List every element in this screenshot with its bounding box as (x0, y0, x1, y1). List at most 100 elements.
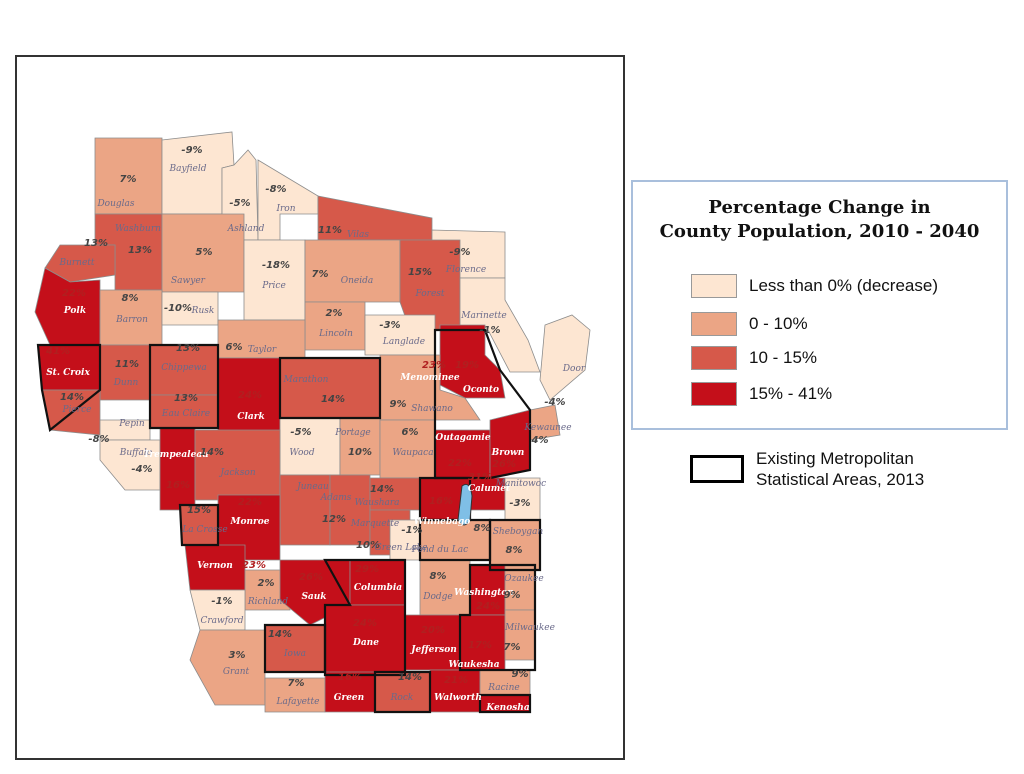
county-value-label: 5% (196, 247, 213, 258)
county-value-label: 21% (444, 675, 468, 686)
county-name-label: Kenosha (485, 703, 530, 713)
county-name-label: Dane (352, 638, 379, 648)
county-value-label: 15% (187, 505, 211, 516)
county-name-label: Waushara (354, 498, 399, 508)
county-marathon (279, 357, 381, 419)
county-name-label: Pepin (118, 419, 145, 429)
county-value-label: 22% (62, 288, 86, 299)
county-value-label: 9% (390, 399, 407, 410)
county-price (243, 239, 306, 321)
county-value-label: -10% (164, 303, 192, 314)
county-name-label: Grant (223, 667, 250, 677)
county-value-label: -9% (181, 145, 202, 156)
msa-outline (458, 563, 537, 672)
county-name-label: Polk (63, 306, 86, 316)
county-burnett (44, 244, 116, 283)
county-value-label: 24% (353, 618, 377, 629)
msa-outline (323, 558, 407, 677)
county-name-label: Lincoln (318, 329, 353, 339)
msa-label-line1: Existing Metropolitan (756, 449, 914, 468)
county-value-label: 29% (355, 564, 379, 575)
county-value-label: -5% (290, 427, 311, 438)
county-name-label: Vilas (347, 230, 369, 240)
county-name-label: Langlade (382, 337, 425, 347)
county-value-label: 22% (448, 458, 472, 469)
county-value-label: 6% (226, 342, 243, 353)
county-value-label: 14% (60, 392, 84, 403)
county-name-label: Green Lake (375, 543, 428, 553)
county-name-label: Adams (320, 493, 352, 503)
county-name-label: Calumet (468, 484, 511, 494)
county-name-label: Iron (275, 204, 295, 214)
county-name-label: Washington (454, 588, 514, 598)
msa-label: Existing Metropolitan Statistical Areas,… (756, 448, 924, 490)
county-name-label: Lafayette (275, 697, 319, 707)
county-value-label: 20% (421, 625, 445, 636)
county-value-label: -8% (88, 434, 109, 445)
county-name-label: Eau Claire (161, 409, 210, 419)
county-value-label: 14% (370, 484, 394, 495)
county-value-label: 9% (504, 590, 521, 601)
legend-swatch (691, 382, 737, 406)
county-value-label: -1% (401, 525, 422, 536)
county-value-label: 13% (176, 343, 200, 354)
county-value-label: 16% (338, 672, 362, 683)
county-name-label: Marinette (460, 311, 506, 321)
county-name-label: La Crosse (181, 525, 227, 535)
county-name-label: Kewaunee (523, 423, 571, 433)
county-name-label: Oneida (341, 276, 374, 286)
legend-swatch (691, 312, 737, 336)
county-name-label: Clark (237, 412, 264, 422)
msa-outline (148, 343, 220, 430)
county-value-label: 14% (398, 672, 422, 683)
county-name-label: Wood (289, 448, 314, 458)
county-name-label: Forest (414, 289, 444, 299)
county-name-label: Barron (115, 315, 148, 325)
county-value-label: 16% (166, 480, 190, 491)
county-value-label: 26% (299, 572, 323, 583)
county-name-label: Dodge (422, 592, 452, 602)
county-value-label: 13% (128, 245, 152, 256)
county-name-label: Rusk (191, 306, 215, 316)
county-value-label: -1% (479, 325, 500, 336)
msa-outline (488, 518, 542, 572)
county-value-label: 3% (229, 650, 246, 661)
county-name-label: Waukesha (448, 660, 499, 670)
county-name-label: Price (261, 281, 286, 291)
county-name-label: Sauk (301, 592, 326, 602)
county-value-label: -8% (265, 184, 286, 195)
county-name-label: Florence (445, 265, 486, 275)
msa-outline (478, 693, 532, 714)
county-value-label: 14% (321, 394, 345, 405)
county-value-label: -4% (544, 397, 565, 408)
county-name-label: Ozaukee (504, 574, 543, 584)
county-value-label: 26% (492, 459, 516, 470)
county-name-label: Monroe (230, 517, 270, 527)
legend-label: 10 - 15% (749, 348, 818, 367)
legend-title: Percentage Change in County Population, … (633, 196, 1006, 244)
county-value-label: 15% (408, 267, 432, 278)
legend-swatch (691, 346, 737, 370)
county-value-label: 13% (174, 393, 198, 404)
county-name-label: Marathon (283, 375, 329, 385)
county-value-label: 7% (288, 678, 305, 689)
county-name-label: Washburn (115, 224, 161, 234)
county-value-label: 24% (476, 601, 500, 612)
county-adams (329, 474, 371, 546)
county-name-label: Burnett (58, 258, 94, 268)
msa-outline (36, 343, 102, 432)
county-value-label: 23% (422, 360, 446, 371)
county-jackson (194, 429, 281, 501)
legend-item-10-15: 10 - 15% (691, 345, 817, 371)
county-value-label: 10% (348, 447, 372, 458)
county-value-label: 6% (402, 427, 419, 438)
county-value-label: 8% (474, 523, 491, 534)
county-name-label: Chippewa (161, 363, 206, 373)
county-buffalo (99, 439, 161, 491)
county-value-label: -3% (379, 320, 400, 331)
msa-outline (278, 356, 382, 420)
county-value-label: 14% (200, 447, 224, 458)
county-value-label: 22% (238, 497, 262, 508)
county-name-label: Walworth (434, 693, 482, 703)
county-value-label: 8% (430, 571, 447, 582)
